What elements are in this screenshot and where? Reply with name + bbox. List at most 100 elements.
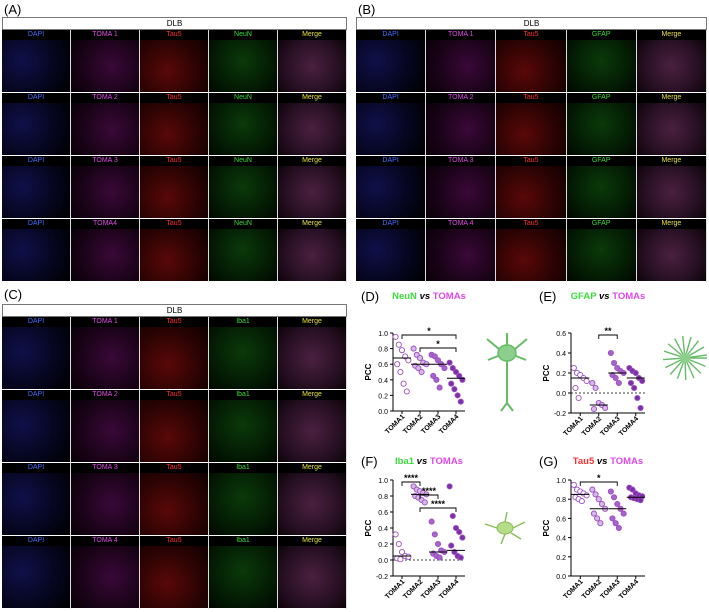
significance-label: ****	[422, 486, 437, 496]
data-point	[431, 353, 438, 360]
data-point	[397, 556, 404, 563]
channel-label: TOMA 2	[71, 390, 139, 400]
micrograph-image	[140, 166, 208, 218]
data-point	[457, 554, 464, 561]
micrograph-tile: GFAP	[566, 30, 637, 93]
data-point	[459, 534, 466, 541]
micrograph-image	[71, 400, 139, 462]
y-tick-label: 0.6	[378, 362, 388, 369]
micrograph-image	[2, 229, 70, 281]
data-point	[634, 394, 641, 402]
y-tick-label: 0.4	[556, 536, 566, 543]
channel-label: NeuN	[209, 156, 277, 166]
micrograph-image	[2, 400, 70, 462]
micrograph-image	[71, 229, 139, 281]
micrograph-tile: DAPI	[356, 219, 427, 282]
neuron-processes	[486, 333, 528, 412]
micrograph-image	[209, 103, 277, 155]
micrograph-tile: Iba1	[209, 463, 278, 536]
chart-f: (F) Iba1 vs TOMAs -0.2 0.0 0.2 0.4 0.6 0.8 1.0 PC…	[361, 454, 526, 601]
micrograph-tile: DAPI	[2, 317, 71, 390]
micrograph-tile: Merge	[636, 156, 707, 219]
y-tick-label: 0.2	[556, 555, 566, 562]
micrograph-tile: Merge	[278, 93, 347, 156]
data-point	[452, 368, 460, 376]
channel-label: Iba1	[209, 463, 277, 473]
micrograph-image	[2, 166, 70, 218]
data-point	[395, 341, 402, 348]
channel-label: Tau5	[140, 93, 208, 103]
channel-label: TOMA 3	[426, 156, 496, 166]
channel-label: DAPI	[2, 317, 70, 327]
channel-label: TOMA 4	[71, 536, 139, 546]
significance-bracket	[419, 507, 457, 512]
micrograph-image	[278, 229, 346, 281]
group-header-c: DLB	[2, 304, 347, 317]
x-tick-label: TOMA4	[618, 578, 640, 600]
micrograph-image	[140, 400, 208, 462]
micrograph-tile: NeuN	[209, 30, 278, 93]
y-tick-label: 0.2	[378, 542, 388, 549]
channel-label: Merge	[278, 93, 346, 103]
micrograph-image	[278, 473, 346, 535]
y-tick-label: 0.6	[556, 331, 566, 338]
micrograph-image	[566, 166, 636, 218]
micrograph-image	[356, 40, 426, 92]
data-point	[589, 379, 596, 387]
data-point	[394, 361, 401, 368]
y-tick-label: 0.0	[556, 391, 566, 398]
neuron-icon	[497, 344, 517, 362]
micrograph-tile: TOMA 4	[426, 219, 497, 282]
data-point	[570, 364, 577, 372]
micrograph-image	[209, 400, 277, 462]
data-point	[449, 512, 456, 520]
micrograph-image	[426, 229, 496, 281]
data-point	[578, 498, 585, 505]
channel-label: Merge	[278, 536, 346, 546]
micrograph-image	[496, 103, 566, 155]
micrograph-image	[636, 166, 706, 218]
panel-label: (F)	[361, 454, 378, 469]
data-point	[611, 494, 618, 501]
x-tick-label: TOMA4	[438, 413, 460, 435]
data-point	[583, 492, 590, 499]
data-point	[415, 365, 422, 372]
x-tick-label: TOMA4	[438, 578, 460, 600]
significance-bracket	[419, 347, 457, 352]
data-point	[637, 497, 644, 504]
micrograph-image	[209, 166, 277, 218]
significance-label: ****	[404, 473, 419, 483]
channel-label: TOMA 4	[426, 219, 496, 229]
channel-label: Iba1	[209, 536, 277, 546]
data-point	[434, 540, 442, 548]
y-tick-label: 0.6	[378, 510, 388, 517]
y-tick-label: 0.8	[378, 494, 388, 501]
astrocyte-body	[680, 353, 690, 363]
data-point	[421, 499, 428, 506]
data-point	[431, 531, 438, 538]
micrograph-image	[209, 229, 277, 281]
micrograph-image	[71, 103, 139, 155]
micrograph-tile: DAPI	[2, 536, 71, 609]
micrograph-tile: Tau5	[140, 463, 209, 536]
channel-label: DAPI	[356, 93, 426, 103]
micrograph-image	[71, 166, 139, 218]
data-point	[602, 404, 609, 412]
micrograph-tile: Merge	[278, 317, 347, 390]
channel-label: Tau5	[140, 390, 208, 400]
micrograph-image	[2, 473, 70, 535]
channel-label: Tau5	[496, 30, 566, 40]
micrograph-tile: DAPI	[2, 30, 71, 93]
data-point	[436, 554, 443, 561]
micrograph-image	[566, 229, 636, 281]
channel-label: TOMA4	[71, 219, 139, 229]
y-tick-label: 0.2	[378, 393, 388, 400]
channel-label: GFAP	[566, 219, 636, 229]
micrograph-tile: Merge	[278, 390, 347, 463]
data-point	[615, 524, 622, 532]
channel-label: Merge	[278, 463, 346, 473]
micrograph-image	[2, 327, 70, 389]
micrograph-image	[426, 103, 496, 155]
microglia-processes	[484, 511, 526, 545]
micrograph-tile: Tau5	[140, 317, 209, 390]
